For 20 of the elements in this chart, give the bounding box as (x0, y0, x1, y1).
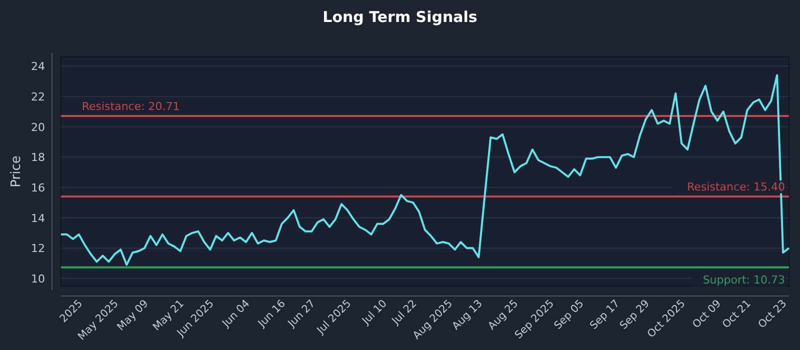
x-tick-label: Sep 05 (552, 298, 586, 332)
y-axis-title: Price (9, 156, 24, 188)
x-tick-label: Aug 13 (450, 298, 485, 332)
ref-line-label: Support: 10.73 (702, 273, 785, 286)
y-tick-label: 16 (31, 181, 45, 194)
y-tick-label: 24 (31, 60, 45, 74)
chart-title: Long Term Signals (322, 8, 478, 26)
x-tick-label: Jul 10 (359, 298, 390, 328)
x-tick-label: Jun 04 (220, 297, 252, 330)
y-tick-label: 10 (31, 272, 45, 286)
line-series (60, 74, 790, 266)
ref-line-label: Resistance: 20.71 (82, 100, 180, 113)
y-tick-label: 22 (31, 90, 45, 104)
x-tick-label: Oct 23 (756, 298, 790, 331)
x-tick-label: Jul 22 (389, 298, 420, 328)
y-tick-label: 14 (31, 212, 45, 225)
y-tick-label: 12 (31, 242, 45, 256)
y-tick-label: 20 (31, 120, 45, 134)
ref-line-label: Resistance: 15.40 (687, 180, 785, 194)
y-tick-label: 18 (31, 151, 45, 164)
